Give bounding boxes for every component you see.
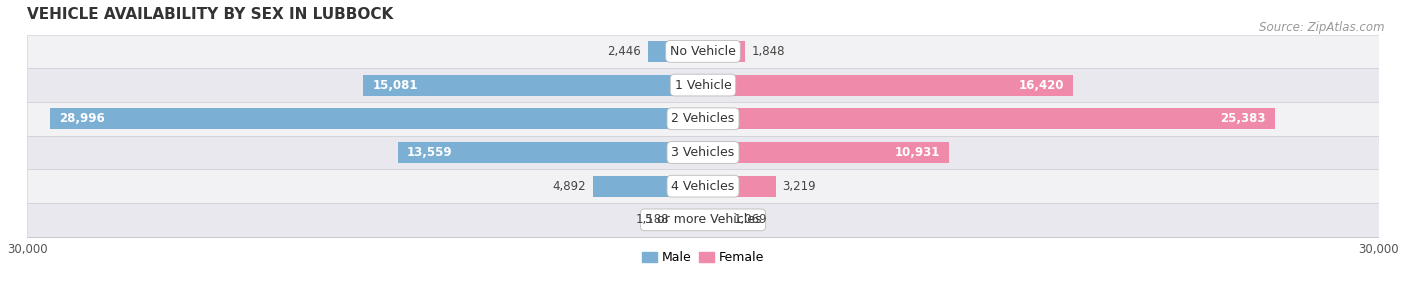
Bar <box>703 176 776 197</box>
Bar <box>49 108 703 129</box>
Text: 1,188: 1,188 <box>636 213 669 226</box>
Text: 3 Vehicles: 3 Vehicles <box>672 146 734 159</box>
Text: 16,420: 16,420 <box>1018 79 1064 91</box>
Bar <box>27 35 1379 68</box>
Text: No Vehicle: No Vehicle <box>671 45 735 58</box>
Text: 1,848: 1,848 <box>751 45 785 58</box>
Bar <box>648 41 703 62</box>
Text: 10,931: 10,931 <box>894 146 941 159</box>
Text: 2 Vehicles: 2 Vehicles <box>672 112 734 125</box>
Text: 25,383: 25,383 <box>1220 112 1265 125</box>
Bar <box>27 169 1379 203</box>
Text: 4 Vehicles: 4 Vehicles <box>672 180 734 193</box>
Text: 2,446: 2,446 <box>607 45 641 58</box>
Text: 4,892: 4,892 <box>553 180 586 193</box>
Text: 13,559: 13,559 <box>406 146 453 159</box>
Bar <box>703 108 1275 129</box>
Bar <box>363 75 703 95</box>
Text: 28,996: 28,996 <box>59 112 104 125</box>
Bar <box>703 209 727 230</box>
Bar <box>27 102 1379 136</box>
Bar <box>27 203 1379 237</box>
Text: 1 Vehicle: 1 Vehicle <box>675 79 731 91</box>
Bar <box>593 176 703 197</box>
Text: Source: ZipAtlas.com: Source: ZipAtlas.com <box>1260 21 1385 34</box>
Bar <box>27 68 1379 102</box>
Bar <box>676 209 703 230</box>
Legend: Male, Female: Male, Female <box>637 246 769 269</box>
Text: 3,219: 3,219 <box>782 180 815 193</box>
Bar <box>703 75 1073 95</box>
Text: 5 or more Vehicles: 5 or more Vehicles <box>645 213 761 226</box>
Bar <box>398 142 703 163</box>
Bar <box>703 142 949 163</box>
Text: 1,069: 1,069 <box>734 213 768 226</box>
Bar <box>27 136 1379 169</box>
Bar <box>703 41 745 62</box>
Text: 15,081: 15,081 <box>373 79 418 91</box>
Text: VEHICLE AVAILABILITY BY SEX IN LUBBOCK: VEHICLE AVAILABILITY BY SEX IN LUBBOCK <box>27 7 394 22</box>
